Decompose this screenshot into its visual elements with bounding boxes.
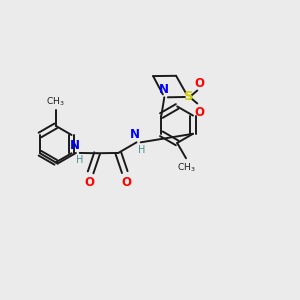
Text: N: N bbox=[130, 128, 140, 141]
Text: CH$_3$: CH$_3$ bbox=[177, 162, 195, 174]
Text: S: S bbox=[184, 91, 193, 103]
Text: CH$_3$: CH$_3$ bbox=[46, 96, 65, 108]
Text: H: H bbox=[76, 155, 84, 165]
Text: H: H bbox=[138, 145, 145, 155]
Text: O: O bbox=[121, 176, 131, 189]
Text: O: O bbox=[195, 76, 205, 90]
Text: O: O bbox=[84, 176, 94, 189]
Text: N: N bbox=[70, 139, 80, 152]
Text: O: O bbox=[195, 106, 205, 119]
Text: N: N bbox=[159, 83, 169, 96]
